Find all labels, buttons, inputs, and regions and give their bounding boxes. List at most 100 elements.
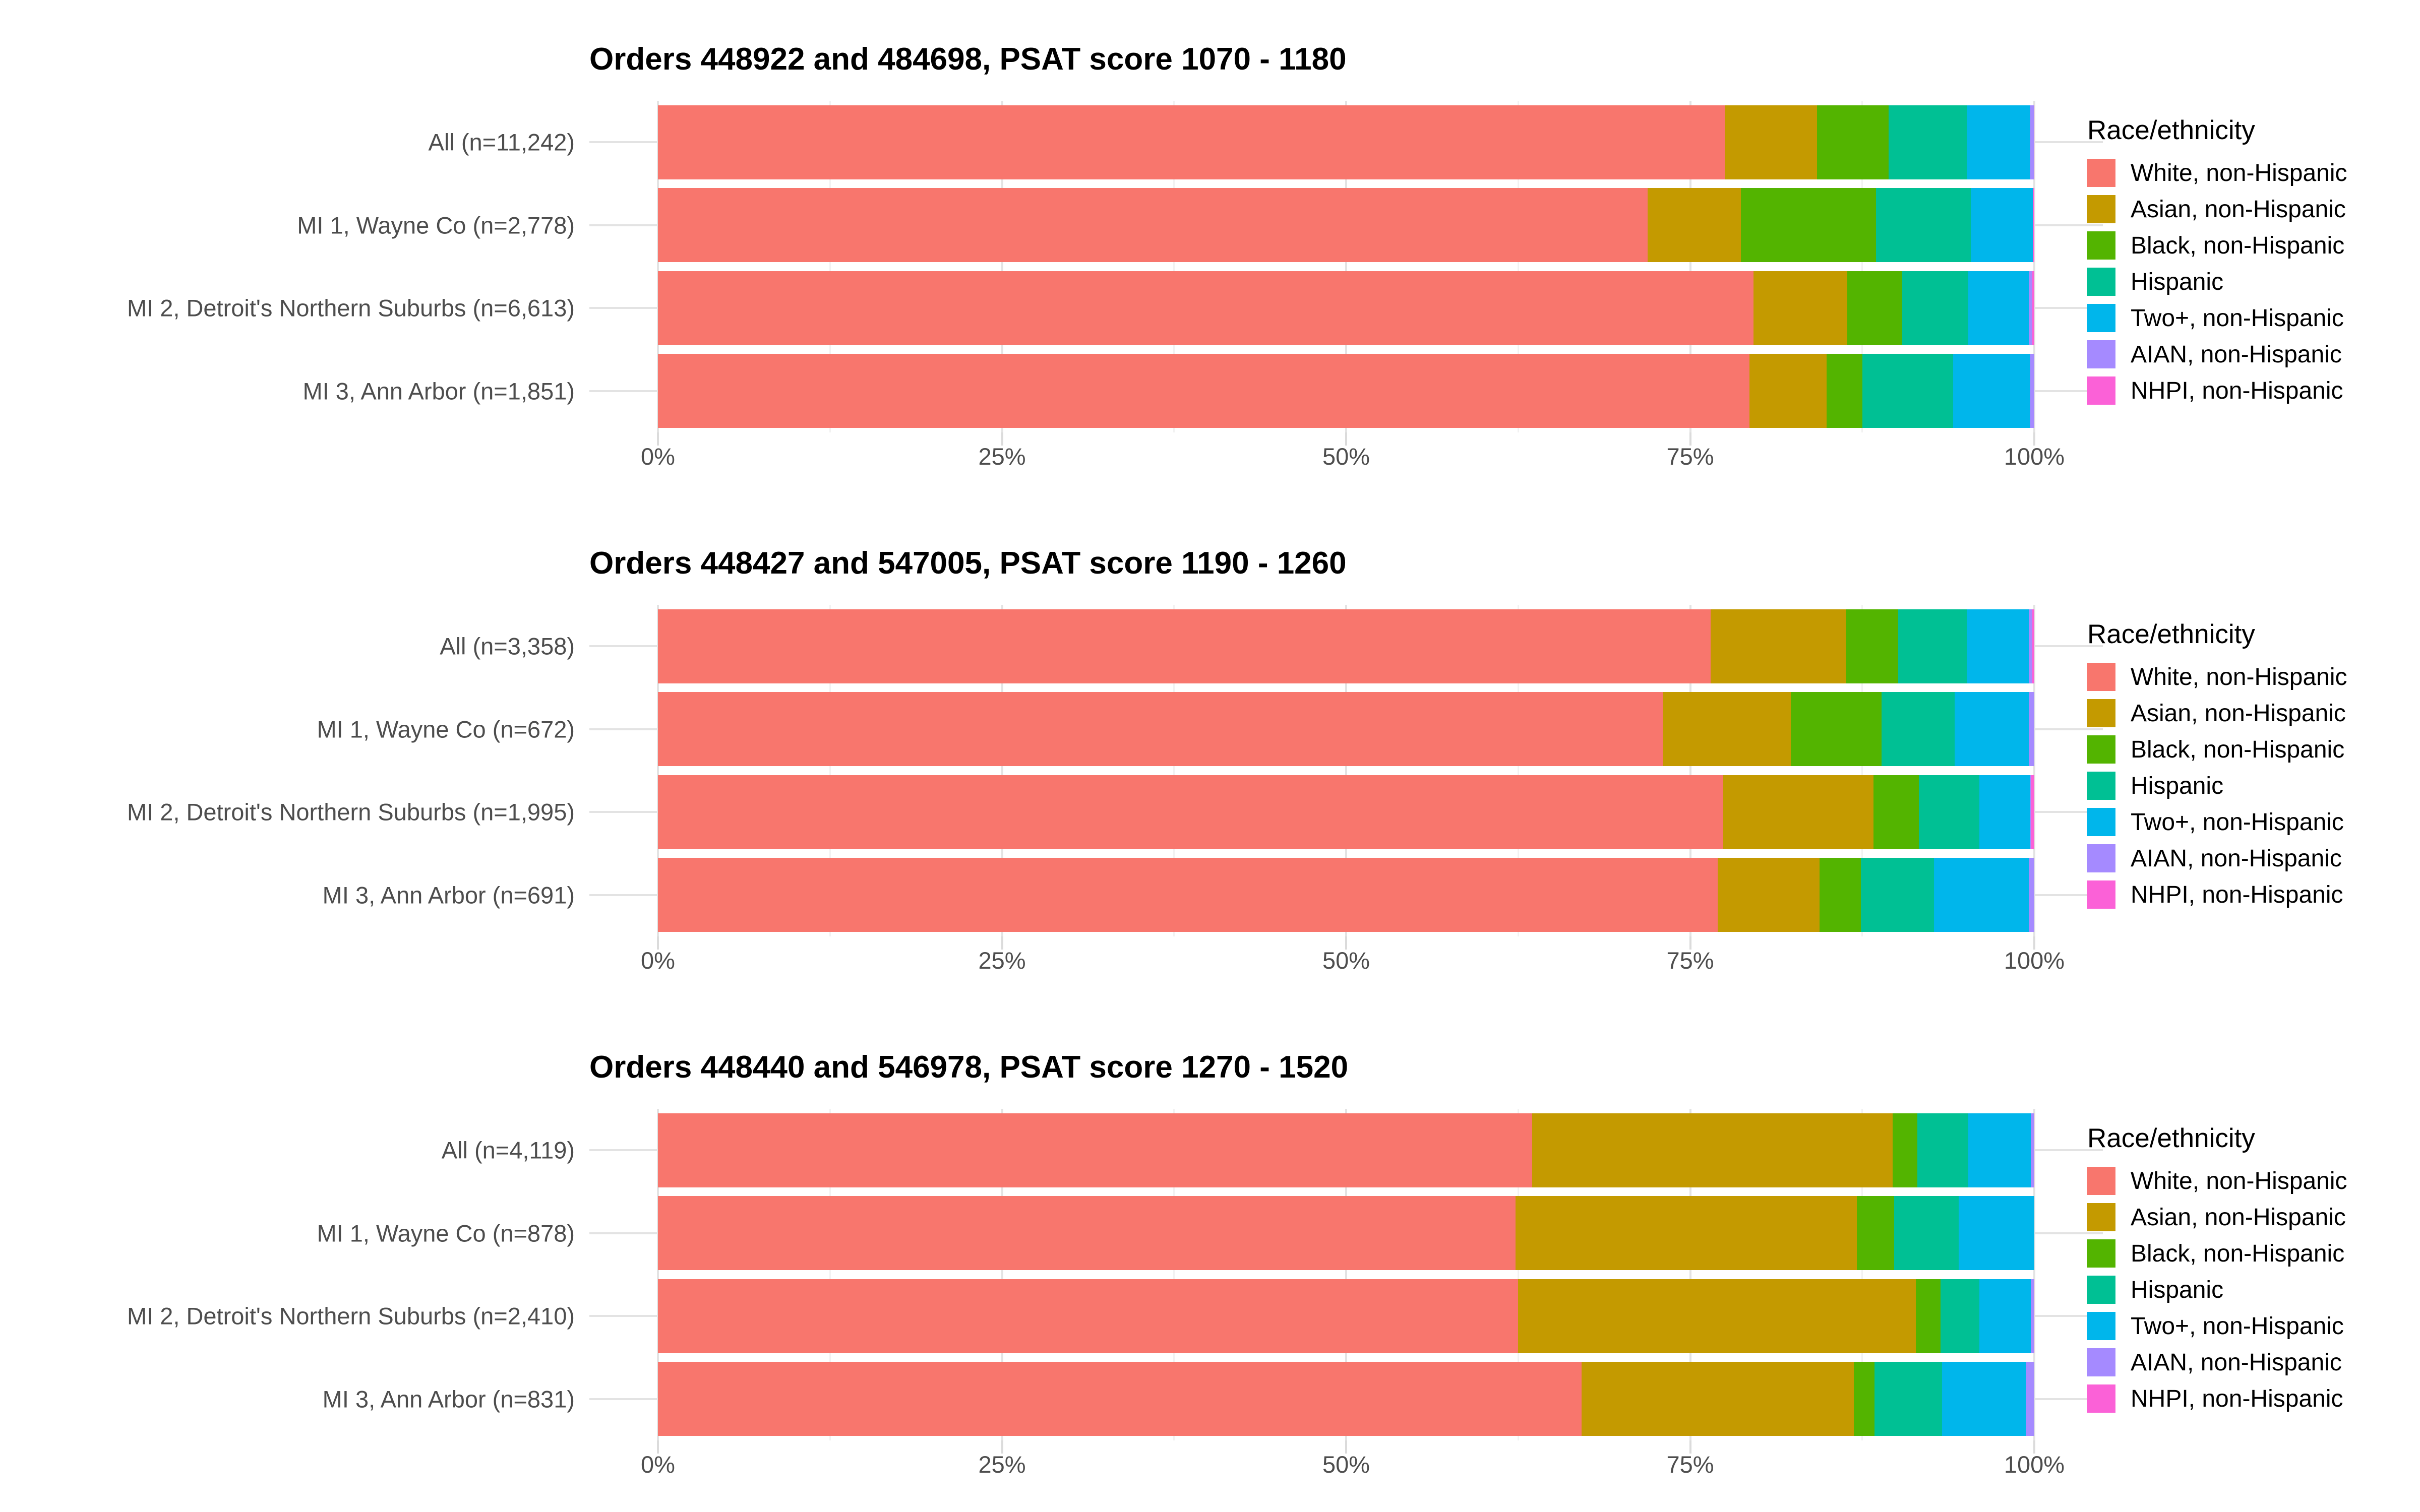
gridline-minor [1517, 101, 1519, 432]
legend-item: NHPI, non-Hispanic [2087, 1384, 2347, 1413]
bar-segment-asian [1753, 271, 1847, 345]
legend: Race/ethnicity White, non-Hispanic Asian,… [2087, 619, 2347, 909]
bar-segment-black [1845, 609, 1898, 683]
x-tick-label: 75% [1666, 947, 1714, 974]
x-tick-label: 75% [1666, 1451, 1714, 1478]
bar-segment-black [1847, 271, 1902, 345]
gridline-major [1001, 101, 1003, 432]
gridline-minor [1861, 101, 1863, 432]
legend-swatch-asian [2087, 699, 2115, 727]
chart-panel: Orders 448440 and 546978, PSAT score 127… [0, 1008, 2420, 1512]
legend-label: Two+, non-Hispanic [2131, 1312, 2344, 1340]
legend-label: Asian, non-Hispanic [2131, 196, 2346, 223]
legend-swatch-black [2087, 1239, 2115, 1268]
bar-segment-black [1817, 105, 1889, 179]
y-axis-label: MI 2, Detroit's Northern Suburbs (n=6,61… [127, 294, 575, 322]
bar-row [658, 609, 2034, 683]
bar-row [658, 1279, 2034, 1353]
legend-item: Black, non-Hispanic [2087, 735, 2347, 764]
legend-item: Asian, non-Hispanic [2087, 699, 2347, 727]
bar-segment-two_plus [1942, 1362, 2026, 1436]
legend-swatch-white [2087, 159, 2115, 187]
y-axis-label: MI 3, Ann Arbor (n=831) [322, 1385, 575, 1413]
x-axis-tick [1345, 1440, 1347, 1454]
bar-segment-black [1873, 775, 1919, 849]
bar-segment-aian [2026, 1362, 2034, 1436]
y-axis-label: MI 1, Wayne Co (n=2,778) [297, 212, 575, 239]
legend-swatch-nhpi [2087, 880, 2115, 909]
bar-segment-two_plus [1933, 858, 2029, 932]
bar-segment-aian [2031, 1279, 2034, 1353]
bar-segment-two_plus [1954, 692, 2029, 767]
bar-segment-hispanic [1902, 271, 1968, 345]
bar-segment-black [1854, 1362, 1875, 1436]
x-axis-tick [657, 936, 659, 950]
legend-swatch-two_plus [2087, 304, 2115, 332]
bar-segment-white [658, 271, 1754, 345]
legend-label: White, non-Hispanic [2131, 1167, 2347, 1194]
bar-row [658, 105, 2034, 179]
bar-segment-hispanic [1941, 1279, 1979, 1353]
bar-segment-asian [1515, 1196, 1857, 1271]
bar-segment-white [658, 609, 1711, 683]
legend-items: White, non-Hispanic Asian, non-Hispanic Bl… [2087, 159, 2347, 405]
bar-segment-asian [1647, 188, 1741, 263]
bar-segment-two_plus [1967, 609, 2029, 683]
legend-item: Asian, non-Hispanic [2087, 1203, 2347, 1231]
bar-segment-two_plus [1967, 105, 2030, 179]
x-tick-label: 50% [1322, 1451, 1370, 1478]
gridline-major [1001, 1109, 1003, 1440]
bar-segment-white [658, 354, 1749, 428]
x-axis-tick [1689, 936, 1691, 950]
x-tick-label: 25% [978, 1451, 1026, 1478]
x-axis-tick [2033, 1440, 2035, 1454]
bar-row [658, 1113, 2034, 1187]
gridline-major [2033, 101, 2035, 432]
bar-segment-asian [1718, 858, 1820, 932]
gridline-major [1689, 1109, 1691, 1440]
bar-segment-hispanic [1898, 609, 1967, 683]
chart-panel: Orders 448427 and 547005, PSAT score 119… [0, 504, 2420, 1008]
bar-segment-asian [1749, 354, 1827, 428]
gridline-minor [1861, 1109, 1863, 1440]
y-axis-label: MI 3, Ann Arbor (n=691) [322, 881, 575, 909]
x-axis-tick [2033, 936, 2035, 950]
bar-row [658, 271, 2034, 345]
y-axis-label: MI 2, Detroit's Northern Suburbs (n=2,41… [127, 1302, 575, 1330]
bar-segment-aian [2029, 271, 2032, 345]
legend-items: White, non-Hispanic Asian, non-Hispanic Bl… [2087, 663, 2347, 909]
bar-segment-two_plus [1958, 1196, 2034, 1271]
gridline-minor [829, 1109, 831, 1440]
gridline-minor [829, 605, 831, 936]
x-axis-tick [1689, 432, 1691, 446]
bar-segment-white [658, 775, 1724, 849]
plot-area [589, 1109, 2103, 1440]
legend-title: Race/ethnicity [2087, 115, 2255, 145]
x-axis-tick [1345, 936, 1347, 950]
x-axis-tick [1345, 432, 1347, 446]
legend-label: Two+, non-Hispanic [2131, 808, 2344, 836]
legend-label: Hispanic [2131, 268, 2224, 295]
legend-item: AIAN, non-Hispanic [2087, 844, 2347, 872]
legend-label: AIAN, non-Hispanic [2131, 845, 2342, 872]
gridline-minor [1173, 1109, 1175, 1440]
legend-swatch-nhpi [2087, 376, 2115, 405]
x-axis-tick [1689, 1440, 1691, 1454]
gridline-major [1345, 605, 1347, 936]
legend-item: NHPI, non-Hispanic [2087, 376, 2347, 405]
legend-item: Hispanic [2087, 268, 2347, 296]
y-axis-label: All (n=4,119) [441, 1137, 575, 1164]
x-tick-label: 75% [1666, 443, 1714, 470]
y-axis-label: All (n=3,358) [440, 633, 575, 660]
legend-label: AIAN, non-Hispanic [2131, 341, 2342, 368]
bar-row [658, 354, 2034, 428]
legend-swatch-two_plus [2087, 808, 2115, 836]
bar-segment-hispanic [1876, 188, 1971, 263]
legend-swatch-asian [2087, 195, 2115, 223]
gridline-minor [1173, 101, 1175, 432]
bar-segment-black [1826, 354, 1862, 428]
legend-items: White, non-Hispanic Asian, non-Hispanic Bl… [2087, 1167, 2347, 1413]
legend: Race/ethnicity White, non-Hispanic Asian,… [2087, 115, 2347, 405]
bar-segment-black [1790, 692, 1882, 767]
legend-swatch-aian [2087, 1348, 2115, 1376]
